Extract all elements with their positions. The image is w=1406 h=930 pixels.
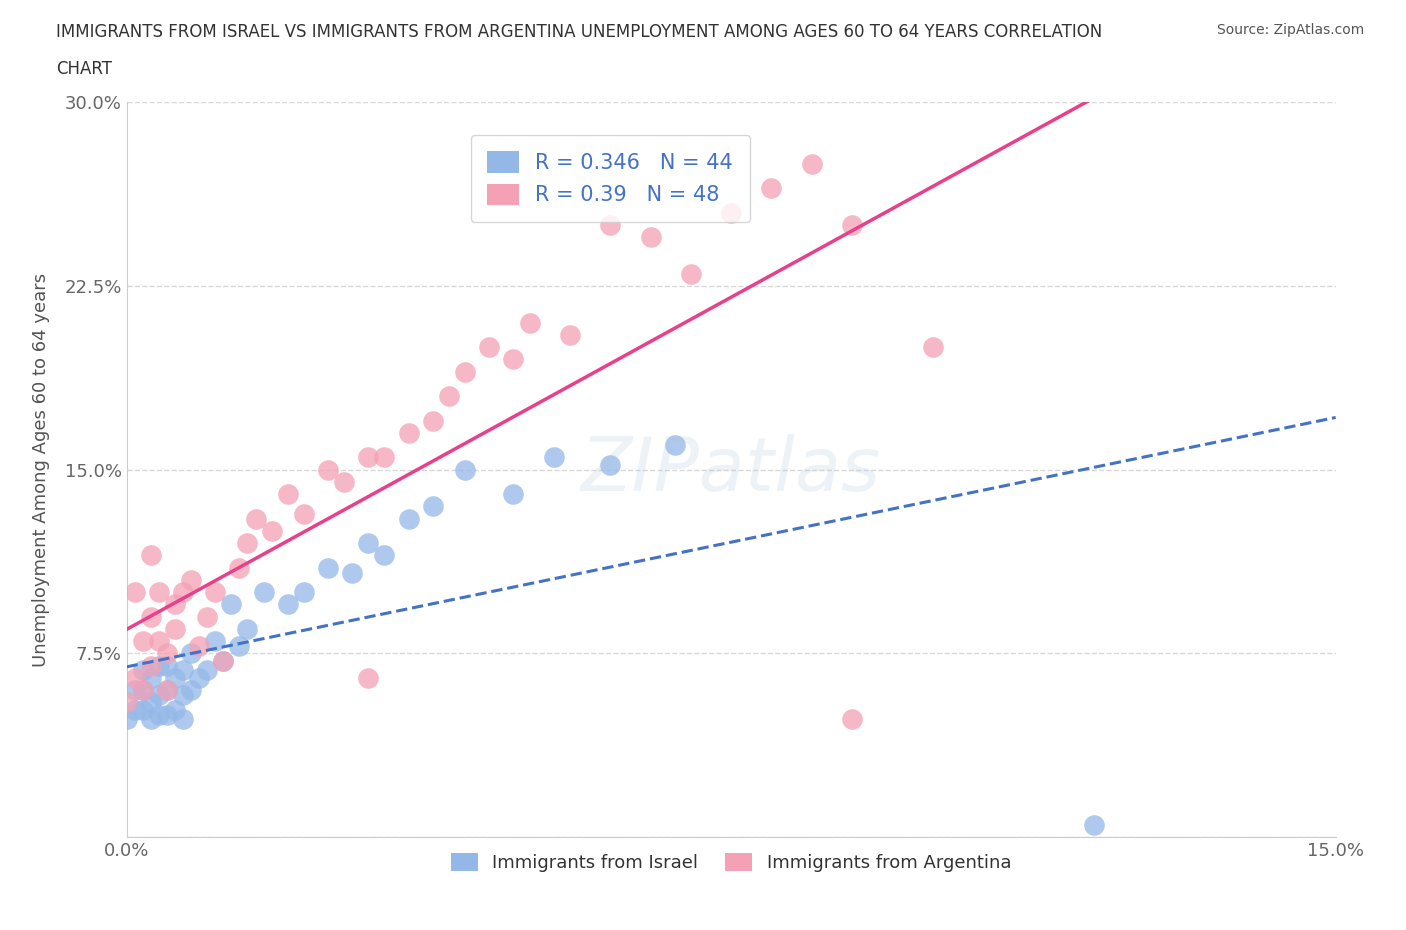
Point [131,633,153,648]
Point [131,702,153,717]
Point [277,597,299,612]
Point [148,633,170,648]
Point [163,621,186,636]
Point [316,560,339,575]
Point [156,658,179,673]
Point [204,585,226,600]
Point [357,671,380,685]
Point [131,683,153,698]
Point [502,486,524,501]
Point [373,450,395,465]
Point [292,585,315,600]
Point [139,548,162,563]
Point [398,426,420,441]
Point [124,683,146,698]
Point [212,653,235,668]
Point [163,702,186,717]
Point [558,327,581,342]
Point [640,230,662,245]
Point [180,573,202,588]
Point [236,536,259,551]
Legend: Immigrants from Israel, Immigrants from Argentina: Immigrants from Israel, Immigrants from … [443,845,1019,880]
Point [148,687,170,702]
Point [841,712,863,727]
Point [720,206,742,220]
Point [156,683,179,698]
Point [679,266,702,281]
Point [357,450,380,465]
Point [188,639,211,654]
Text: ZIPatlas: ZIPatlas [581,433,882,506]
Point [124,585,146,600]
Point [139,712,162,727]
Point [841,218,863,232]
Point [437,389,460,404]
Point [664,438,686,453]
Point [139,695,162,710]
Point [172,663,194,678]
Point [292,506,315,521]
Point [228,639,250,654]
Text: Source: ZipAtlas.com: Source: ZipAtlas.com [1216,23,1364,37]
Text: IMMIGRANTS FROM ISRAEL VS IMMIGRANTS FROM ARGENTINA UNEMPLOYMENT AMONG AGES 60 T: IMMIGRANTS FROM ISRAEL VS IMMIGRANTS FRO… [56,23,1102,41]
Point [260,524,283,538]
Point [478,339,501,354]
Point [163,597,186,612]
Point [115,712,138,727]
Point [316,462,339,477]
Point [124,702,146,717]
Point [163,671,186,685]
Point [148,658,170,673]
Point [252,585,274,600]
Point [195,609,218,624]
Point [1083,817,1105,832]
Point [373,548,395,563]
Point [599,458,621,472]
Point [761,180,783,195]
Point [422,498,444,513]
Point [204,633,226,648]
Point [221,597,243,612]
Y-axis label: Unemployment Among Ages 60 to 64 years: Unemployment Among Ages 60 to 64 years [32,272,51,667]
Point [148,707,170,722]
Point [139,609,162,624]
Point [519,315,541,330]
Point [800,156,823,171]
Point [357,536,380,551]
Point [277,486,299,501]
Point [172,585,194,600]
Point [195,663,218,678]
Point [156,683,179,698]
Point [172,712,194,727]
Point [180,683,202,698]
Point [156,646,179,661]
Point [124,671,146,685]
Point [188,671,211,685]
Point [228,560,250,575]
Point [212,653,235,668]
Point [131,683,153,698]
Point [454,365,477,379]
Point [131,663,153,678]
Point [139,658,162,673]
Point [148,585,170,600]
Point [422,413,444,428]
Point [115,695,138,710]
Point [502,352,524,367]
Text: CHART: CHART [56,60,112,78]
Point [921,339,943,354]
Point [236,621,259,636]
Point [543,450,565,465]
Point [139,671,162,685]
Point [599,218,621,232]
Point [454,462,477,477]
Point [342,565,364,580]
Point [398,512,420,526]
Point [156,707,179,722]
Point [333,474,356,489]
Point [172,687,194,702]
Point [180,646,202,661]
Point [245,512,267,526]
